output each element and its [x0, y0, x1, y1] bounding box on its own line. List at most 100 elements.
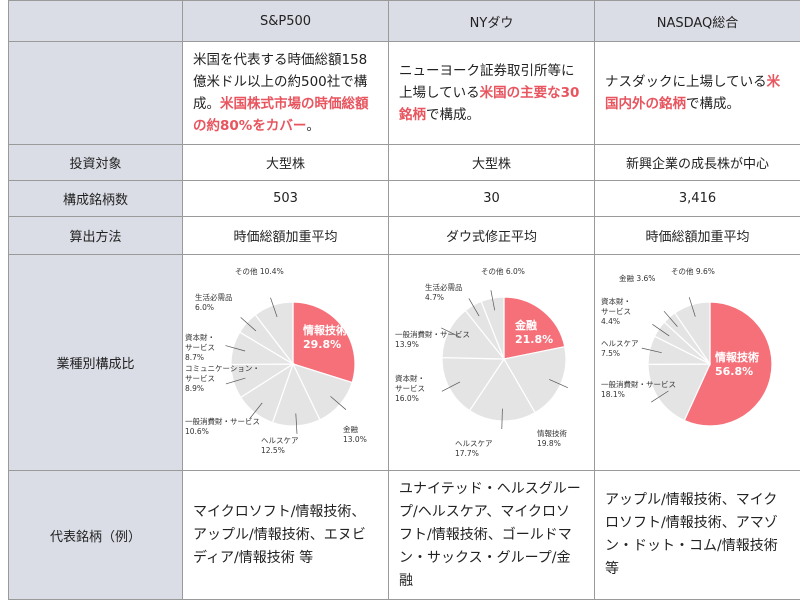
- examples-nydow: ユナイテッド・ヘルスグループ/ヘルスケア、マイクロソフト/情報技術、ゴールドマン…: [388, 470, 595, 600]
- slice-value: 13.9%: [395, 340, 419, 349]
- slice-value: 56.8%: [715, 365, 753, 378]
- leader-line: [441, 327, 460, 337]
- slice-label: 資本財・: [601, 296, 631, 306]
- target-nydow: 大型株: [388, 144, 595, 181]
- count-sp500: 503: [182, 180, 389, 217]
- slice-value: 8.9%: [185, 384, 204, 393]
- target-sp500: 大型株: [182, 144, 389, 181]
- count-row: 構成銘柄数 503 30 3,416: [8, 180, 800, 217]
- description-row: 米国を代表する時価総額158億米ドル以上の約500社で構成。米国株式市場の時価総…: [8, 41, 800, 145]
- sector-row: 業種別構成比 情報技術 29.8% 金融 13.0% ヘルスケア 12.5% 一般消費財・サ…: [8, 254, 800, 471]
- target-nasdaq: 新興企業の成長株が中心: [594, 144, 800, 181]
- leader-line: [468, 297, 480, 316]
- slice-label: 生活必需品: [195, 292, 233, 302]
- count-nydow: 30: [388, 180, 595, 217]
- leader-line: [663, 310, 678, 327]
- comparison-table: S&P500 NYダウ NASDAQ総合 米国を代表する時価総額158億米ドル以…: [8, 0, 800, 600]
- slice-value: 12.5%: [261, 446, 285, 455]
- slice-value: 4.7%: [425, 293, 444, 302]
- description-highlight: 米国内外の銘柄: [605, 74, 781, 112]
- header-nasdaq: NASDAQ総合: [594, 0, 800, 42]
- description-highlight: 米国の主要な30銘柄: [399, 85, 580, 123]
- leader-line: [641, 347, 662, 353]
- row-label-method: 算出方法: [8, 216, 183, 255]
- pie-slice: [683, 300, 773, 427]
- description-text: ニューヨーク証券取引所等に上場している: [399, 63, 575, 101]
- row-label-count: 構成銘柄数: [8, 180, 183, 217]
- examples-nasdaq: アップル/情報技術、マイクロソフト/情報技術、アマゾン・ドット・コム/情報技術 …: [594, 470, 800, 600]
- description-nasdaq: ナスダックに上場している米国内外の銘柄で構成。: [594, 41, 800, 145]
- leader-line: [652, 323, 670, 336]
- slice-label: コミュニケーション・: [185, 364, 260, 373]
- slice-value: 18.1%: [601, 390, 625, 399]
- leader-line: [225, 344, 246, 351]
- row-label-target: 投資対象: [8, 144, 183, 181]
- description-highlight: 米国株式市場の時価総額の約80%をカバー: [193, 96, 369, 134]
- slice-value: 21.8%: [515, 333, 553, 346]
- slice-value: 16.0%: [395, 394, 419, 403]
- leader-line: [295, 412, 298, 434]
- method-nasdaq: 時価総額加重平均: [594, 216, 800, 255]
- slice-value: 8.7%: [185, 353, 204, 362]
- target-row: 投資対象 大型株 大型株 新興企業の成長株が中心: [8, 144, 800, 181]
- method-nydow: ダウ式修正平均: [388, 216, 595, 255]
- row-label-examples: 代表銘柄（例）: [8, 470, 183, 600]
- leader-line: [688, 296, 696, 317]
- leader-line: [549, 378, 568, 388]
- header-nydow: NYダウ: [388, 0, 595, 42]
- pie-cell-nydow: 金融 21.8% 情報技術 19.8% ヘルスケア 17.7% 資本財・ サービス 16.0% 一…: [388, 254, 595, 471]
- leader-line: [225, 377, 246, 384]
- slice-label: 情報技術: [537, 428, 567, 438]
- pie-cell-nasdaq: 情報技術 56.8% 一般消費財・サービス 18.1% ヘルスケア 7.5% 資本財・ サービ…: [594, 254, 800, 471]
- count-nasdaq: 3,416: [594, 180, 800, 217]
- slice-label: 情報技術: [715, 350, 759, 364]
- leader-line: [249, 402, 263, 419]
- leader-line: [330, 395, 347, 410]
- header-sp500: S&P500: [182, 0, 389, 42]
- slice-label: その他 10.4%: [235, 266, 284, 276]
- slice-label: 資本財・: [395, 373, 425, 383]
- pie-slice: [503, 295, 566, 360]
- description-sp500: 米国を代表する時価総額158億米ドル以上の約500社で構成。米国株式市場の時価総…: [182, 41, 389, 145]
- method-row: 算出方法 時価総額加重平均 ダウ式修正平均 時価総額加重平均: [8, 216, 800, 255]
- method-sp500: 時価総額加重平均: [182, 216, 389, 255]
- leader-line: [490, 289, 496, 310]
- leader-line: [651, 390, 669, 402]
- slice-value: 17.7%: [455, 449, 479, 458]
- leader-line: [441, 381, 461, 392]
- slice-label: その他 9.6%: [671, 266, 715, 276]
- row-label-sector: 業種別構成比: [8, 254, 183, 471]
- slice-value: 4.4%: [601, 317, 620, 326]
- leader-line: [501, 408, 503, 429]
- slice-label: 金融 3.6%: [619, 273, 655, 283]
- slice-value: 6.0%: [195, 303, 214, 312]
- header-row: S&P500 NYダウ NASDAQ総合: [8, 0, 800, 42]
- slice-label: その他 6.0%: [481, 266, 525, 276]
- slice-label: ヘルスケア: [261, 436, 299, 445]
- slice-label: 一般消費財・サービス: [395, 329, 470, 339]
- description-nydow: ニューヨーク証券取引所等に上場している米国の主要な30銘柄で構成。: [388, 41, 595, 145]
- header-corner: [8, 0, 183, 42]
- slice-label: 資本財・: [185, 332, 215, 342]
- slice-value: 13.0%: [343, 435, 367, 444]
- slice-label: ヘルスケア: [455, 439, 493, 448]
- pie-slice: [292, 300, 356, 383]
- slice-label: サービス: [395, 384, 425, 393]
- description-text: ナスダックに上場している: [605, 74, 767, 90]
- slice-label: 一般消費財・サービス: [185, 416, 260, 426]
- slice-label: サービス: [185, 374, 215, 383]
- slice-label: ヘルスケア: [601, 339, 639, 348]
- slice-value: 7.5%: [601, 349, 620, 358]
- examples-row: 代表銘柄（例） マイクロソフト/情報技術、アップル/情報技術、エヌビディア/情報…: [8, 470, 800, 600]
- slice-label: サービス: [185, 343, 215, 352]
- slice-value: 29.8%: [303, 338, 341, 351]
- leader-line: [270, 297, 278, 317]
- description-text-end: 。: [306, 118, 320, 134]
- slice-label: 金融: [343, 424, 358, 434]
- slice-label: 生活必需品: [425, 282, 463, 292]
- slice-label: サービス: [601, 307, 631, 316]
- leader-line: [240, 316, 257, 331]
